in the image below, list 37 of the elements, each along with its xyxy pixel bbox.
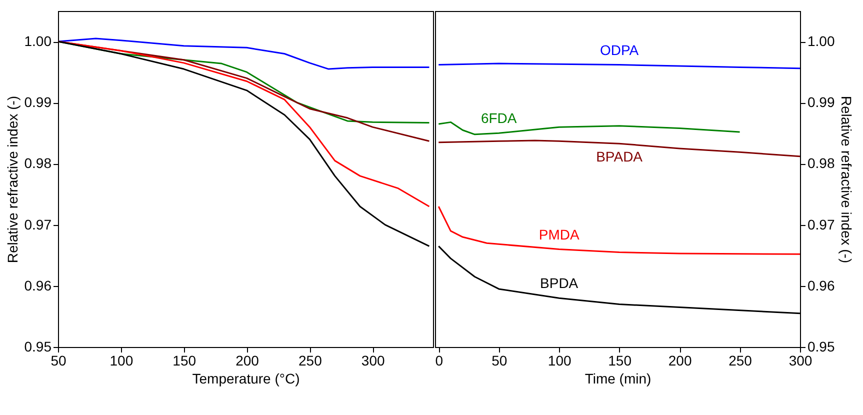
- x-axis-title: Temperature (°C): [192, 370, 300, 386]
- y-tick-label: 0.96: [808, 277, 835, 294]
- line-series: [438, 206, 800, 255]
- y-tick-label: 0.97: [24, 216, 52, 232]
- y-tick-label: 0.96: [24, 277, 52, 294]
- x-tick-label: 50: [492, 352, 508, 368]
- series-label: ODPA: [600, 42, 640, 58]
- y-axis-title: Relative refractive index (-): [4, 96, 20, 264]
- y-tick-label: 1.00: [808, 33, 835, 50]
- x-tick-label: 0: [435, 352, 444, 368]
- x-axis-title: Time (min): [584, 370, 652, 386]
- x-tick-label: 300: [788, 352, 812, 368]
- y-tick-label: 0.99: [24, 94, 52, 110]
- y-axis-title: Relative refractive index (-): [838, 96, 855, 264]
- y-tick-label: 0.95: [808, 338, 835, 354]
- x-tick-label: 250: [298, 352, 322, 368]
- x-tick-label: 200: [236, 352, 260, 368]
- x-tick-label: 250: [728, 352, 752, 368]
- x-tick-label: 300: [361, 352, 385, 368]
- series-label: BPDA: [540, 275, 579, 292]
- y-tick-label: 0.99: [808, 94, 835, 110]
- x-tick-label: 100: [110, 352, 134, 368]
- x-tick-label: 50: [50, 352, 66, 368]
- line-series: [58, 38, 430, 70]
- series-label: PMDA: [538, 226, 580, 242]
- y-tick-label: 0.95: [24, 338, 52, 354]
- y-tick-label: 0.98: [24, 155, 52, 172]
- y-tick-label: 0.98: [808, 155, 835, 172]
- series-label: BPADA: [596, 148, 644, 165]
- series-label: 6FDA: [480, 110, 518, 126]
- y-tick-label: 1.00: [24, 33, 52, 50]
- y-tick-label: 0.97: [808, 216, 835, 232]
- line-series: [58, 40, 430, 208]
- x-tick-label: 100: [548, 352, 572, 368]
- x-tick-label: 150: [172, 352, 196, 368]
- x-tick-label: 150: [608, 352, 632, 368]
- x-tick-label: 200: [668, 352, 692, 368]
